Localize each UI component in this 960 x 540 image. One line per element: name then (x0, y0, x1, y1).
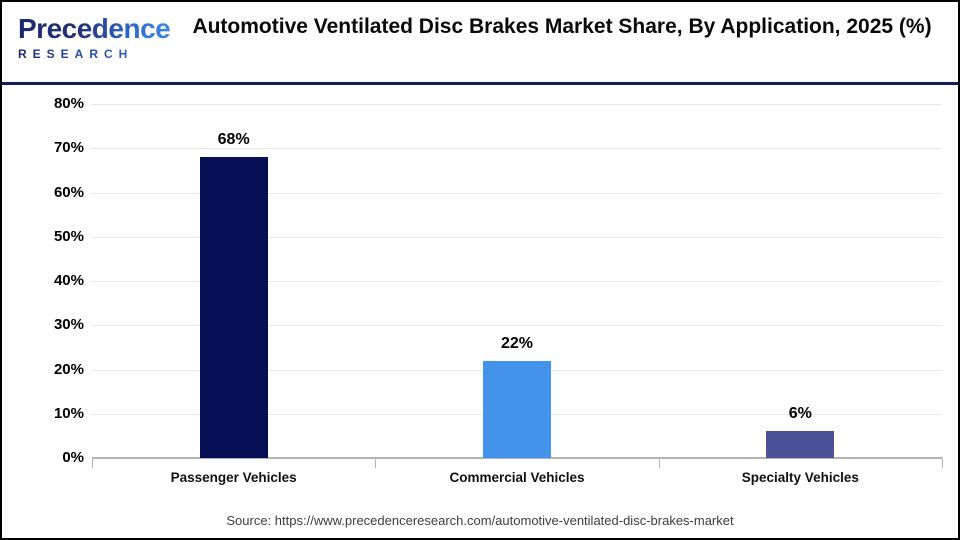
logo-subtitle: RESEARCH (18, 47, 178, 61)
gridline (92, 325, 942, 327)
x-axis-line (92, 457, 942, 459)
gridline (92, 104, 942, 105)
x-axis-tick (375, 458, 377, 468)
y-axis-tick-label: 60% (53, 183, 84, 201)
x-axis-tick (658, 458, 660, 468)
bar-specialty-vehicles (766, 431, 835, 458)
x-axis-category-label: Passenger Vehicles (170, 470, 297, 485)
bar-value-label: 22% (500, 334, 534, 352)
precedence-logo: Precedence RESEARCH (18, 13, 178, 61)
bar-value-label: 68% (217, 131, 250, 149)
plot-area: 80% 70% 60% 50% 40% 30% 20% 10% 0% 68% Passenger V… (2, 85, 958, 538)
gridline (92, 192, 942, 194)
y-axis-tick-label: 40% (53, 272, 84, 289)
gridline (92, 281, 942, 282)
y-axis-tick-label: 80% (53, 95, 84, 112)
y-axis-tick-label: 0% (62, 449, 84, 466)
gridline (92, 236, 942, 238)
bar-passenger-vehicles (199, 157, 268, 458)
y-axis-tick-label: 70% (53, 139, 84, 157)
y-axis-tick-label: 20% (53, 360, 84, 378)
y-axis-tick-label: 50% (53, 227, 84, 245)
x-axis-category-label: Specialty Vehicles (741, 470, 859, 485)
bar-commercial-vehicles (483, 360, 551, 458)
logo-wordmark: Precedence (18, 13, 178, 45)
x-axis-category-label: Commercial Vehicles (449, 470, 585, 485)
x-axis-tick (92, 458, 93, 468)
gridline (92, 148, 942, 150)
x-axis-tick (942, 458, 943, 468)
y-axis-tick-label: 30% (53, 316, 84, 334)
chart-title: Automotive Ventilated Disc Brakes Market… (192, 15, 932, 38)
bar-value-label: 6% (788, 405, 812, 423)
source-note: Source: https://www.precedenceresearch.c… (226, 513, 734, 528)
header: Precedence RESEARCH Automotive Ventilate… (2, 2, 958, 85)
y-axis-tick-label: 10% (53, 404, 84, 422)
